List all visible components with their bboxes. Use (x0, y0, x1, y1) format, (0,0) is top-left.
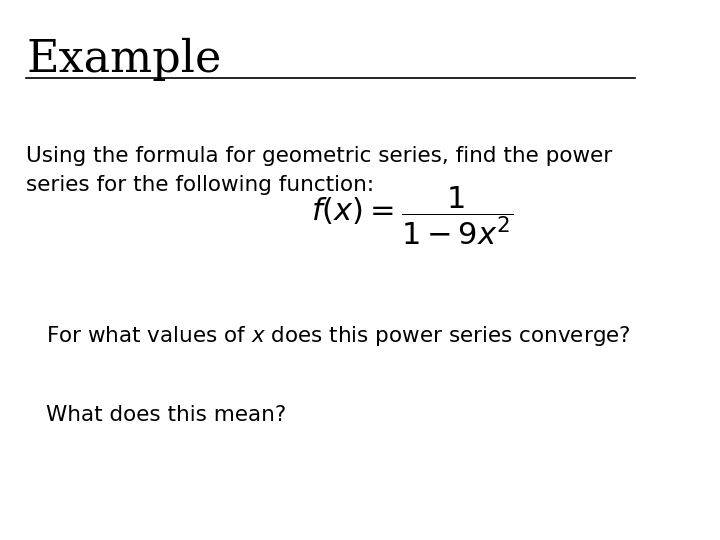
Text: What does this mean?: What does this mean? (46, 405, 286, 425)
Text: $f(x)=\dfrac{1}{1-9x^{2}}$: $f(x)=\dfrac{1}{1-9x^{2}}$ (311, 185, 513, 247)
Text: For what values of $x$ does this power series converge?: For what values of $x$ does this power s… (46, 324, 631, 348)
Text: Example: Example (26, 38, 222, 81)
Text: Using the formula for geometric series, find the power
series for the following : Using the formula for geometric series, … (26, 146, 613, 195)
